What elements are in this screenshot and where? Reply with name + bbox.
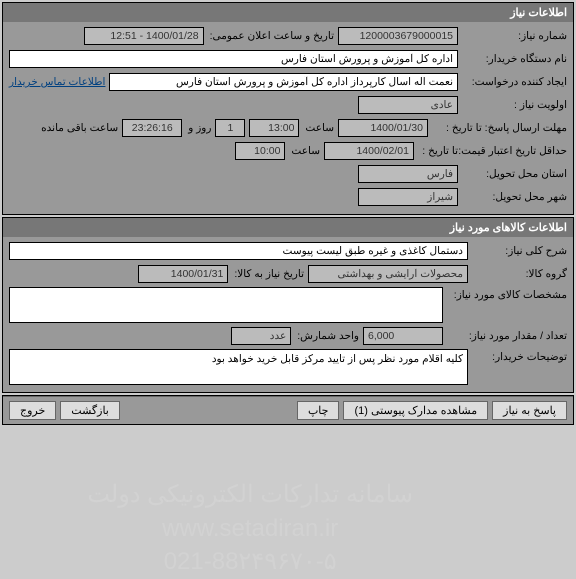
deadline-time-field xyxy=(249,119,299,137)
validity-date-field xyxy=(324,142,414,160)
needby-field xyxy=(138,265,228,283)
buyer-field xyxy=(9,50,458,68)
priority-field xyxy=(358,96,458,114)
buyer-label: نام دستگاه خریدار: xyxy=(462,53,567,65)
goods-info-panel: اطلاعات کالاهای مورد نیاز شرح کلی نیاز: … xyxy=(2,217,574,393)
spec-label: مشخصات کالای مورد نیاز: xyxy=(447,287,567,301)
spec-field xyxy=(9,287,443,323)
watermark: سامانه تدارکات الکترونیکی دولت www.setad… xyxy=(87,478,413,579)
print-button[interactable]: چاپ xyxy=(297,401,340,420)
qty-field xyxy=(363,327,443,345)
desc-label: شرح کلی نیاز: xyxy=(472,245,567,257)
notes-label: توضیحات خریدار: xyxy=(472,349,567,363)
group-label: گروه کالا: xyxy=(472,268,567,280)
back-button[interactable]: بازگشت xyxy=(60,401,120,420)
city-label: شهر محل تحویل: xyxy=(462,191,567,203)
validity-label: حداقل تاریخ اعتبار قیمت: xyxy=(462,145,567,158)
attachments-button[interactable]: مشاهده مدارک پیوستی (1) xyxy=(343,401,488,420)
need-number-label: شماره نیاز: xyxy=(462,30,567,42)
qty-label: تعداد / مقدار مورد نیاز: xyxy=(447,330,567,342)
need-info-panel: اطلاعات نیاز شماره نیاز: تاریخ و ساعت اع… xyxy=(2,2,574,215)
contact-link[interactable]: اطلاعات تماس خریدار xyxy=(9,76,105,88)
need-number-field xyxy=(338,27,458,45)
notes-field xyxy=(9,349,468,385)
announce-field xyxy=(84,27,204,45)
deadline-time-label: ساعت xyxy=(303,122,334,134)
province-label: استان محل تحویل: xyxy=(462,168,567,180)
priority-label: اولویت نیاز : xyxy=(462,99,567,111)
creator-field xyxy=(109,73,458,91)
exit-button[interactable]: خروج xyxy=(9,401,56,420)
need-info-header: اطلاعات نیاز xyxy=(3,3,573,22)
validity-time-label: ساعت xyxy=(289,145,320,157)
respond-button[interactable]: پاسخ به نیاز xyxy=(492,401,567,420)
validity-time-field xyxy=(235,142,285,160)
days-label: روز و xyxy=(186,122,211,134)
deadline-date-field xyxy=(338,119,428,137)
unit-label: واحد شمارش: xyxy=(295,330,359,342)
remain-field xyxy=(122,119,182,137)
creator-label: ایجاد کننده درخواست: xyxy=(462,76,567,88)
city-field xyxy=(358,188,458,206)
goods-info-header: اطلاعات کالاهای مورد نیاز xyxy=(3,218,573,237)
button-bar-panel: پاسخ به نیاز مشاهده مدارک پیوستی (1) چاپ… xyxy=(2,395,574,425)
deadline-label: مهلت ارسال پاسخ: تا تاریخ : xyxy=(432,122,567,134)
needby-label: تاریخ نیاز به کالا: xyxy=(232,268,304,280)
days-field xyxy=(215,119,245,137)
announce-label: تاریخ و ساعت اعلان عمومی: xyxy=(208,30,334,42)
group-field xyxy=(308,265,468,283)
desc-field xyxy=(9,242,468,260)
unit-field xyxy=(231,327,291,345)
remain-label: ساعت باقی مانده xyxy=(39,122,118,134)
validity-sublabel: تا تاریخ : xyxy=(418,145,458,157)
province-field xyxy=(358,165,458,183)
